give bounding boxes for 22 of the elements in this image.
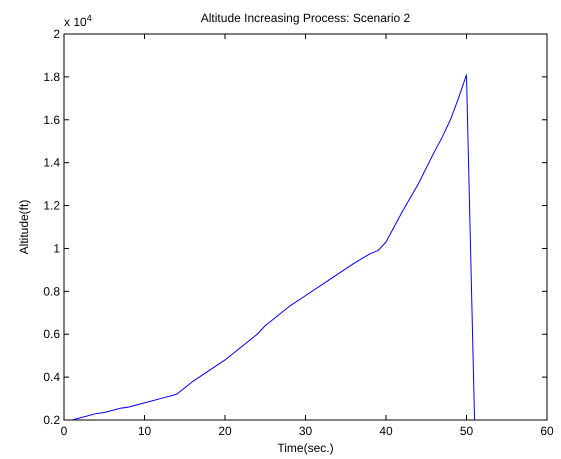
line-series bbox=[72, 74, 476, 420]
y-axis-title: Altitude(ft) bbox=[17, 200, 31, 254]
y-tick-label: 1.8 bbox=[43, 70, 60, 84]
x-tick-label: 20 bbox=[218, 424, 232, 438]
y-tick-label: 1.6 bbox=[43, 112, 60, 127]
x-tick-label: 30 bbox=[298, 424, 312, 438]
y-tick-label: 1.4 bbox=[43, 156, 60, 170]
y-tick-label: 1.2 bbox=[43, 198, 60, 213]
y-tick-label: 0.6 bbox=[43, 327, 60, 342]
x-tick-label: 10 bbox=[138, 424, 152, 438]
x-tick-label: 0 bbox=[60, 424, 68, 438]
x-tick-label: 40 bbox=[379, 424, 393, 438]
x-tick-label: 50 bbox=[460, 424, 474, 438]
y-tick-label: 1 bbox=[53, 241, 60, 256]
y-tick-label: 0.2 bbox=[43, 413, 60, 427]
chart-title: Altitude Increasing Process: Scenario 2 bbox=[200, 11, 411, 25]
y-tick-label: 2 bbox=[53, 27, 60, 41]
y-tick-label: 0.4 bbox=[43, 370, 60, 384]
x-tick-label: 60 bbox=[540, 424, 554, 438]
y-tick-label: 0.8 bbox=[43, 284, 60, 298]
x-axis-title: Time(sec.) bbox=[277, 441, 334, 455]
text: x 10$^{4}$ bbox=[64, 13, 92, 29]
